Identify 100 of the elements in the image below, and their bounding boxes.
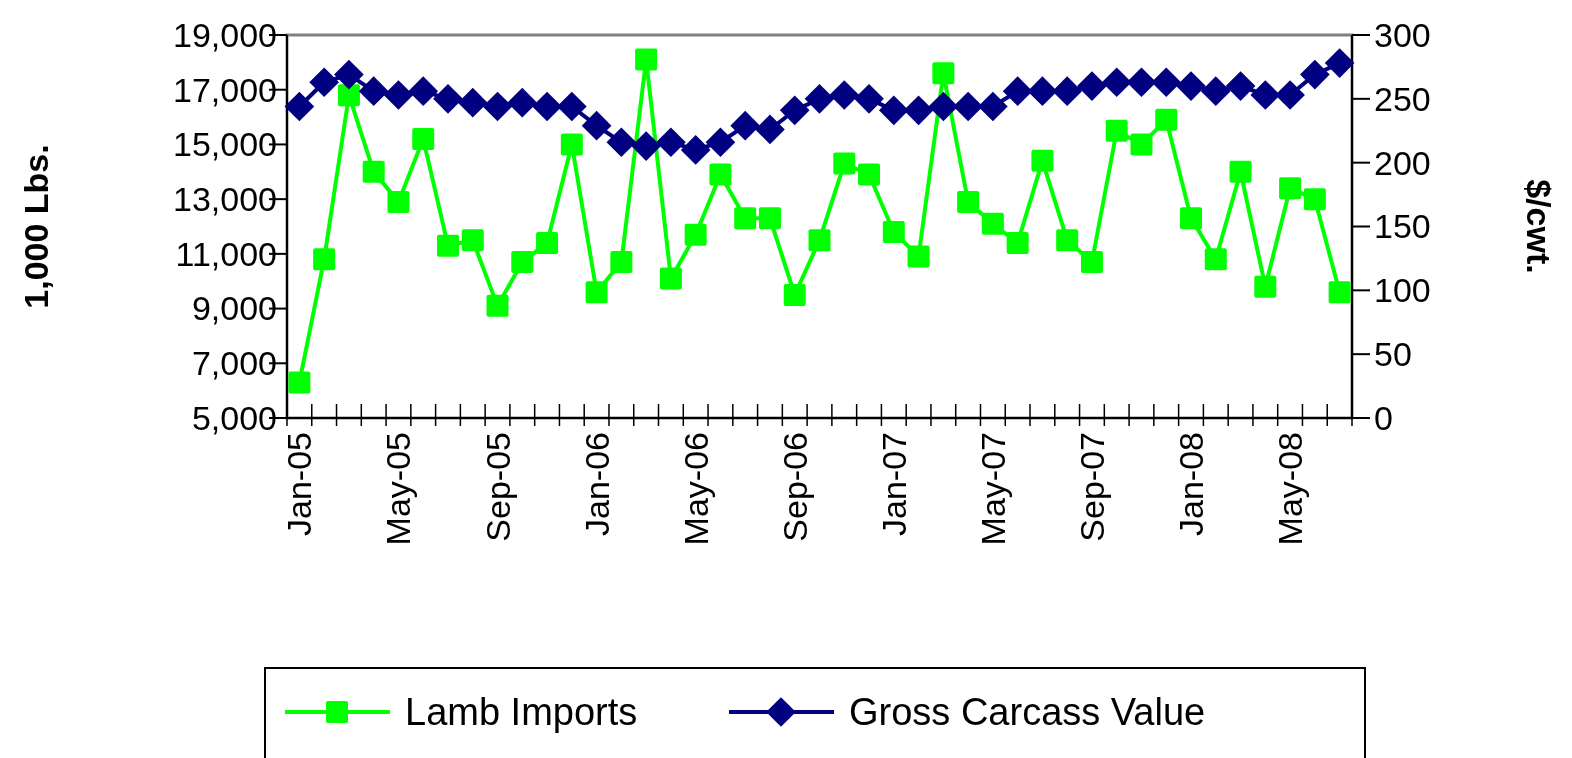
point — [829, 80, 860, 110]
point — [581, 110, 612, 141]
y2-tick-label: 250 — [1374, 79, 1431, 118]
point — [387, 190, 410, 213]
y-tick-label: 5,000 — [191, 398, 277, 437]
point — [1080, 251, 1103, 274]
point — [758, 207, 781, 230]
point — [1126, 67, 1157, 98]
y-axis-title: 1,000 Lbs. — [17, 144, 55, 309]
y-tick-label: 19,000 — [173, 15, 277, 54]
y-tick-label: 7,000 — [191, 344, 277, 383]
point — [1250, 80, 1281, 110]
point — [1151, 67, 1182, 98]
point — [705, 127, 736, 158]
point — [412, 127, 435, 150]
point — [284, 91, 315, 122]
point — [1027, 76, 1058, 107]
point — [1180, 207, 1203, 230]
point — [461, 229, 484, 252]
point — [288, 371, 311, 394]
x-tick-label: Sep-07 — [1072, 432, 1111, 542]
point — [313, 248, 336, 271]
x-tick-label: Jan-08 — [1172, 432, 1211, 536]
x-tick-label: Jan-06 — [577, 432, 616, 536]
point — [779, 95, 810, 126]
point — [383, 80, 414, 110]
point — [635, 48, 658, 71]
y-tick-label: 9,000 — [191, 289, 277, 328]
point — [808, 229, 831, 252]
point — [1031, 149, 1054, 172]
point — [957, 190, 980, 213]
y-tick-label: 15,000 — [173, 125, 277, 164]
y2-tick-label: 150 — [1374, 207, 1431, 246]
point — [560, 133, 583, 156]
point — [680, 135, 711, 165]
point — [730, 110, 761, 141]
point — [362, 160, 385, 183]
point — [1279, 177, 1302, 200]
x-tick-label: May-08 — [1271, 432, 1310, 546]
point — [334, 59, 364, 90]
point — [457, 87, 488, 118]
point — [907, 245, 930, 268]
legend-label: Gross Carcass Value — [849, 691, 1206, 734]
point — [1229, 160, 1252, 183]
point — [1077, 71, 1107, 101]
point — [610, 251, 633, 274]
point — [1176, 71, 1206, 101]
point — [585, 281, 608, 304]
point — [1101, 67, 1132, 98]
point — [656, 127, 686, 158]
point — [1300, 59, 1330, 90]
point — [882, 220, 905, 243]
y-tick-label: 13,000 — [173, 180, 277, 219]
point — [981, 212, 1004, 235]
point — [337, 84, 360, 107]
point — [1328, 281, 1351, 304]
y2-tick-label: 0 — [1374, 398, 1393, 437]
point — [1275, 80, 1305, 110]
x-tick-label: May-06 — [676, 432, 715, 546]
point — [858, 163, 881, 186]
point — [358, 76, 389, 107]
y2-tick-label: 200 — [1374, 143, 1431, 182]
point — [804, 83, 835, 114]
point — [1225, 71, 1256, 101]
point — [978, 91, 1008, 122]
x-tick-label: Jan-05 — [280, 432, 319, 536]
point — [833, 152, 856, 175]
x-tick-label: Jan-07 — [874, 432, 913, 536]
x-tick-label: Sep-06 — [775, 432, 814, 542]
point — [536, 231, 559, 254]
point — [709, 163, 732, 186]
point — [932, 62, 955, 85]
point — [433, 83, 463, 114]
point — [1324, 48, 1355, 78]
legend-label: Lamb Imports — [405, 691, 638, 734]
point — [1052, 76, 1083, 107]
point — [631, 131, 661, 161]
point — [854, 83, 884, 114]
point — [659, 267, 682, 290]
point — [903, 95, 934, 126]
point — [1056, 229, 1079, 252]
point — [1130, 133, 1153, 156]
y2-axis-title: $/cwt. — [1520, 179, 1558, 274]
point — [507, 87, 538, 118]
y2-tick-label: 300 — [1374, 15, 1431, 54]
y2-tick-label: 50 — [1374, 335, 1412, 374]
point — [1002, 76, 1033, 107]
point — [1254, 275, 1277, 298]
point — [1204, 248, 1227, 271]
point — [486, 294, 509, 317]
point — [755, 114, 785, 145]
point — [482, 91, 513, 122]
y2-tick-label: 100 — [1374, 271, 1431, 310]
point — [878, 95, 909, 126]
x-tick-label: May-07 — [973, 432, 1012, 546]
point — [532, 91, 562, 122]
point — [309, 67, 339, 98]
point — [783, 283, 806, 306]
point — [734, 207, 757, 230]
point — [1105, 119, 1128, 142]
